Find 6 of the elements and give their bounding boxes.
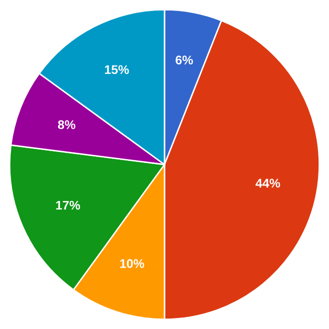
data-label: 10%: [120, 259, 144, 268]
data-label: 6%: [176, 56, 193, 64]
data-label: 17%: [56, 200, 80, 210]
data-label: 15%: [104, 65, 129, 74]
data-label: 44%: [256, 178, 280, 188]
data-label: 8%: [58, 120, 76, 130]
